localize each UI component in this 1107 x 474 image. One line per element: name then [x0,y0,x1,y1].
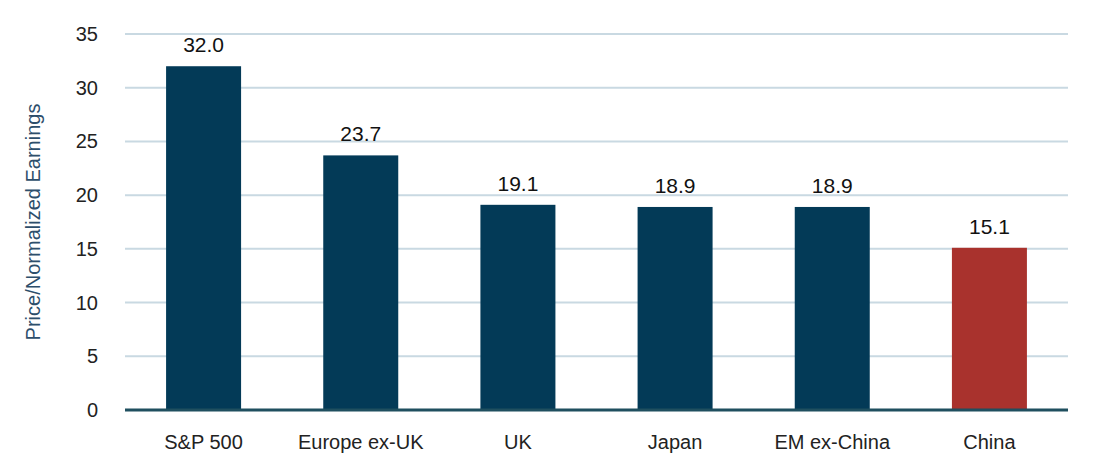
y-tick-label: 25 [76,130,98,152]
chart-container: 0 5 10 15 20 25 30 35 Price/Normalized Earnings 3… [0,0,1107,474]
bar [795,207,870,410]
data-label: 32.0 [183,33,224,56]
x-tick-label: S&P 500 [164,431,243,453]
y-tick-label: 15 [76,238,98,260]
x-tick-label: EM ex-China [774,431,890,453]
y-tick-label: 5 [87,345,98,367]
y-tick-label: 35 [76,23,98,45]
data-label: 18.9 [655,174,696,197]
data-label: 18.9 [812,174,853,197]
y-tick-label: 10 [76,292,98,314]
grid-line [125,302,1068,304]
x-tick-label: UK [504,431,532,453]
grid-line [125,194,1068,196]
chart: 0 5 10 15 20 25 30 35 Price/Normalized Earnings 3… [0,0,1107,474]
y-tick-label: 30 [76,77,98,99]
x-tick-label: Europe ex-UK [298,431,424,453]
bar [638,207,713,410]
grid-line [125,409,1068,411]
y-tick-label: 0 [87,399,98,421]
bar [323,155,398,410]
x-axis-line [125,409,1068,412]
bar [166,66,241,410]
bars [166,66,1027,410]
grid-line [125,355,1068,357]
grid-line [125,87,1068,89]
grid [125,34,1068,410]
bar [952,248,1027,410]
grid-line [125,33,1068,35]
bar [480,205,555,410]
y-tick-label: 20 [76,184,98,206]
y-axis-label: Price/Normalized Earnings [22,104,44,341]
grid-line [125,248,1068,250]
x-tick-label: Japan [648,431,703,453]
x-tick-label: China [963,431,1016,453]
data-label: 23.7 [340,122,381,145]
data-label: 19.1 [497,172,538,195]
data-label: 15.1 [969,215,1010,238]
grid-line [125,140,1068,142]
